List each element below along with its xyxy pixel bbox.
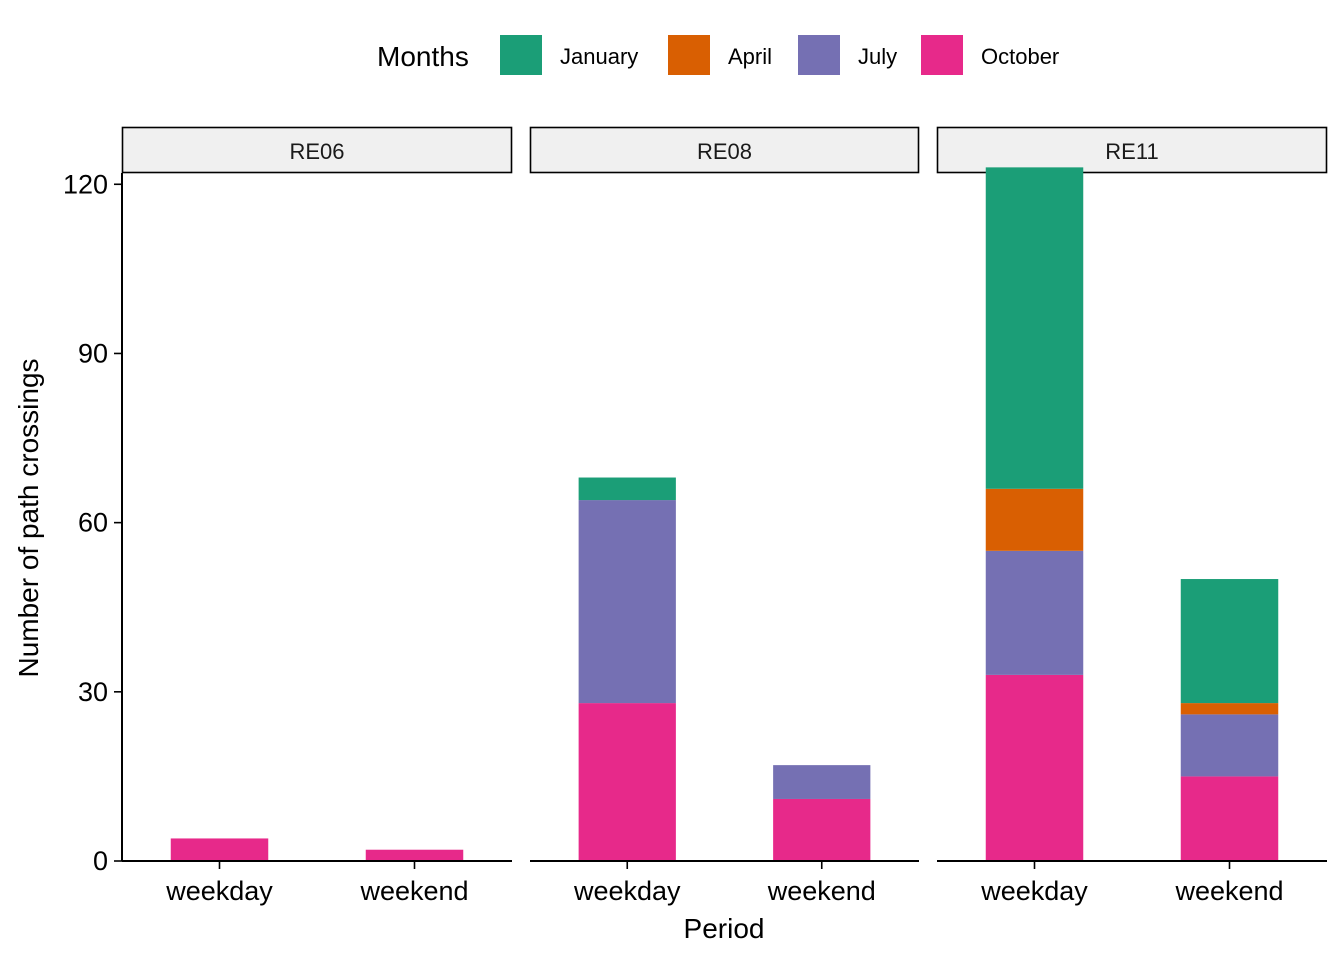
facet-strip-label: RE11 xyxy=(1105,139,1158,164)
bar-re11-weekend-april xyxy=(1180,703,1279,715)
y-axis: 0 30 60 90 120 xyxy=(63,169,123,876)
y-axis-title: Number of path crossings xyxy=(13,358,44,677)
bar-re06-weekend-october xyxy=(365,849,464,861)
legend-key-january xyxy=(500,35,542,75)
y-tick-label-30: 30 xyxy=(78,677,108,707)
bar-re11-weekend-july xyxy=(1180,714,1279,777)
y-tick-label-90: 90 xyxy=(78,338,108,368)
legend-title: Months xyxy=(377,41,469,72)
bar-re11-weekend-january xyxy=(1180,579,1279,704)
bar-re11-weekend-october xyxy=(1180,776,1279,861)
legend-label-october: October xyxy=(981,44,1059,69)
x-tick-label-weekday: weekday xyxy=(573,876,681,906)
x-tick-label-weekday: weekday xyxy=(165,876,273,906)
x-tick-label-weekday: weekday xyxy=(980,876,1088,906)
facet-re08: RE08 weekday weekend xyxy=(529,126,920,906)
bar-re06-weekday-october xyxy=(170,838,269,861)
x-tick-label-weekend: weekend xyxy=(1174,876,1283,906)
legend-label-april: April xyxy=(728,44,772,69)
bar-re08-weekend-july xyxy=(773,765,871,799)
facet-strip-label: RE08 xyxy=(697,139,752,164)
legend-key-october xyxy=(921,35,963,75)
legend-label-january: January xyxy=(560,44,638,69)
bar-re08-weekday-january xyxy=(578,477,676,501)
facet-strip xyxy=(529,126,920,174)
bar-re11-weekday-july xyxy=(985,550,1084,675)
bar-re11-weekday-october xyxy=(985,674,1084,861)
legend-key-april xyxy=(668,35,710,75)
facet-strip-label: RE06 xyxy=(289,139,344,164)
y-tick-label-0: 0 xyxy=(93,846,108,876)
legend-key-july xyxy=(798,35,840,75)
bar-re11-weekday-january xyxy=(985,167,1084,489)
bar-re08-weekday-july xyxy=(578,500,676,704)
y-tick-label-60: 60 xyxy=(78,508,108,538)
facet-re06: RE06 weekday weekend xyxy=(121,126,513,906)
bar-re08-weekend-october xyxy=(773,798,871,861)
facet-strip xyxy=(936,126,1328,174)
legend: Months January April July October xyxy=(377,35,1059,75)
x-tick-label-weekend: weekend xyxy=(359,876,468,906)
facet-re11: RE11 weekday weekend xyxy=(936,126,1328,906)
x-tick-label-weekend: weekend xyxy=(767,876,876,906)
bar-re11-weekday-april xyxy=(985,488,1084,551)
facet-strip xyxy=(121,126,513,174)
legend-label-july: July xyxy=(858,44,897,69)
x-axis-title: Period xyxy=(684,913,765,944)
bar-re08-weekday-october xyxy=(578,703,676,861)
y-tick-label-120: 120 xyxy=(63,169,108,199)
